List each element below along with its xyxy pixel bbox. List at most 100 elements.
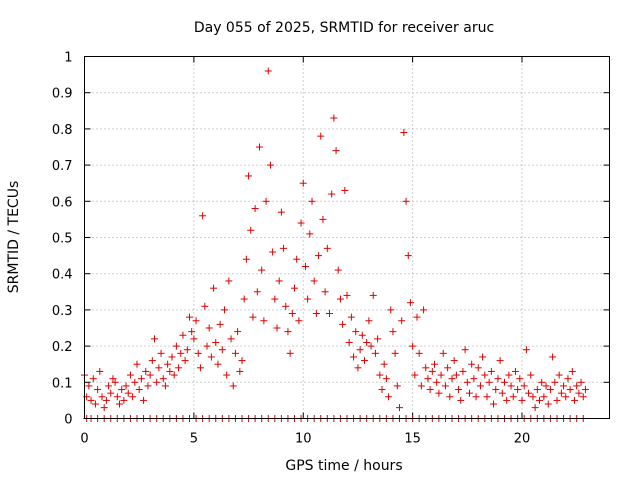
x-tick-label: 20	[514, 432, 531, 447]
data-point	[105, 382, 113, 390]
x-tick-label: 10	[295, 432, 312, 447]
data-point	[319, 215, 327, 223]
data-point	[264, 67, 272, 75]
data-point	[225, 277, 233, 285]
data-point	[260, 317, 268, 325]
data-point	[236, 367, 244, 375]
data-point	[288, 310, 296, 318]
data-point	[507, 382, 515, 390]
data-point	[345, 338, 353, 346]
data-point	[310, 277, 318, 285]
data-point	[334, 266, 342, 274]
data-point	[109, 375, 117, 383]
data-point	[137, 375, 145, 383]
data-point	[245, 172, 253, 180]
data-point	[371, 349, 379, 357]
data-point	[221, 306, 228, 314]
data-point	[155, 364, 163, 372]
data-point	[461, 346, 469, 354]
data-point	[369, 291, 377, 299]
data-point	[332, 147, 340, 155]
data-point	[126, 371, 134, 379]
data-point	[476, 382, 484, 390]
data-point	[446, 393, 454, 401]
x-axis-label: GPS time / hours	[285, 458, 402, 474]
data-point	[347, 313, 355, 321]
data-point	[553, 396, 561, 404]
y-tick-label: 0.1	[52, 376, 73, 391]
data-point	[376, 371, 384, 379]
data-point	[514, 386, 522, 394]
data-point	[343, 291, 351, 299]
data-point	[511, 367, 519, 375]
data-point	[271, 295, 279, 303]
data-point	[341, 186, 349, 194]
data-point	[157, 349, 165, 357]
data-point	[433, 378, 441, 386]
data-point	[533, 386, 541, 394]
data-point	[448, 375, 456, 383]
data-point	[571, 396, 578, 404]
data-point	[91, 400, 99, 408]
data-point	[118, 386, 126, 394]
data-point	[299, 179, 307, 187]
data-point	[378, 386, 386, 394]
data-point	[253, 288, 261, 296]
data-point	[120, 396, 128, 404]
data-point	[509, 393, 517, 401]
data-point	[457, 396, 465, 404]
data-point	[568, 367, 576, 375]
data-point	[166, 367, 174, 375]
data-point	[472, 393, 480, 401]
data-point	[177, 349, 185, 357]
y-tick-label: 0.8	[52, 123, 73, 138]
data-point	[199, 212, 207, 220]
data-point	[301, 262, 309, 270]
data-point	[87, 396, 95, 404]
data-point	[544, 400, 552, 408]
data-point	[223, 371, 231, 379]
data-point	[153, 378, 161, 386]
data-point	[501, 378, 508, 386]
data-point	[474, 364, 482, 372]
data-point	[315, 252, 323, 260]
y-tick-label: 0.3	[52, 304, 73, 319]
plot-frame	[84, 56, 610, 419]
data-point	[382, 375, 390, 383]
data-point	[273, 324, 281, 332]
data-point	[291, 284, 298, 292]
data-point	[269, 248, 277, 256]
data-point	[100, 404, 108, 412]
data-point	[146, 371, 154, 379]
data-point	[317, 132, 325, 140]
data-point	[402, 197, 410, 205]
data-point	[494, 375, 502, 383]
data-point	[102, 396, 110, 404]
data-point	[129, 393, 137, 401]
data-point	[522, 346, 530, 354]
data-point	[286, 349, 294, 357]
data-point	[398, 317, 406, 325]
data-point	[212, 338, 220, 346]
data-point	[247, 226, 255, 234]
data-point	[557, 389, 565, 397]
data-point	[188, 328, 196, 336]
data-point	[326, 310, 333, 318]
data-point	[404, 252, 412, 260]
data-point	[240, 295, 248, 303]
data-point	[124, 389, 132, 397]
data-point	[131, 378, 139, 386]
data-point	[485, 378, 493, 386]
data-point	[555, 371, 563, 379]
x-tick-label: 15	[404, 432, 421, 447]
data-point	[207, 353, 215, 361]
data-point	[492, 386, 500, 394]
data-point	[409, 342, 417, 350]
data-point	[573, 382, 581, 390]
data-point	[203, 342, 211, 350]
data-point	[266, 161, 274, 169]
data-point	[365, 317, 373, 325]
data-point	[444, 364, 452, 372]
data-point	[420, 306, 428, 314]
data-point	[387, 306, 395, 314]
